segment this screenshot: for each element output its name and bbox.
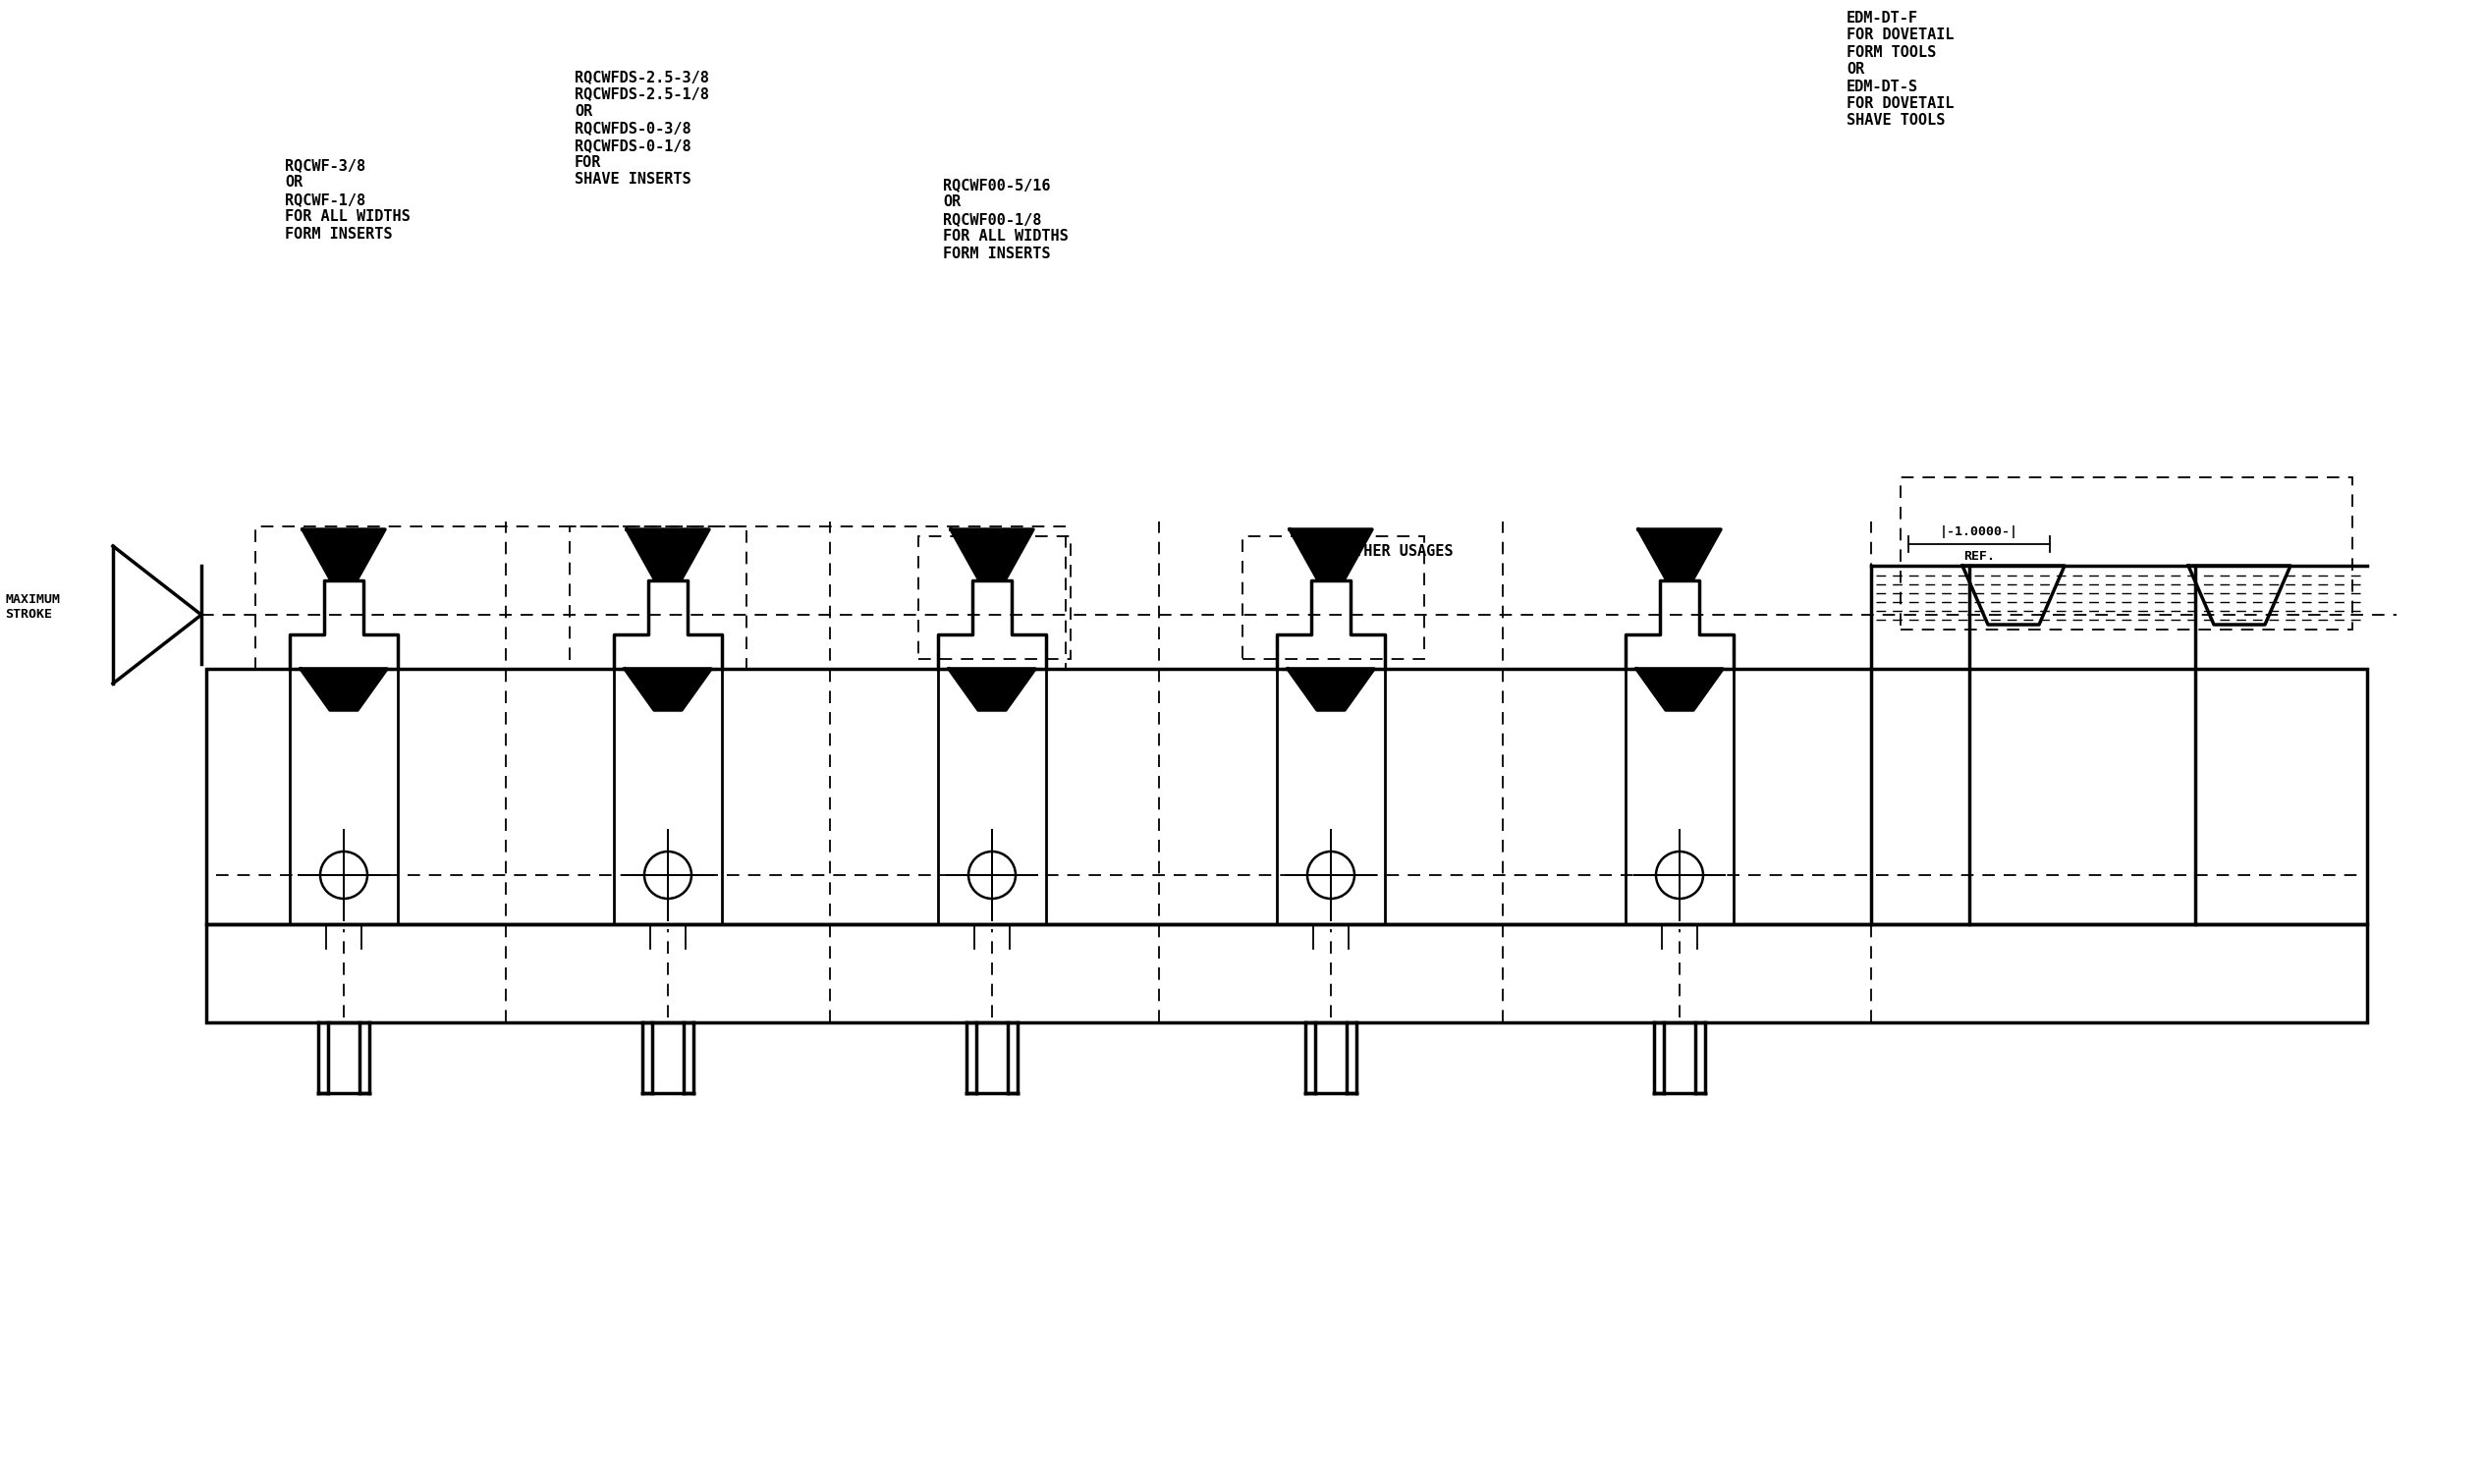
Polygon shape [1289,530,1373,580]
Polygon shape [626,530,710,580]
Polygon shape [2188,565,2289,625]
Polygon shape [1639,530,1721,580]
Polygon shape [300,669,387,709]
Bar [206,669,2366,925]
Text: REF.: REF. [1964,551,1994,562]
Bar [256,527,747,669]
Polygon shape [949,669,1035,709]
Polygon shape [1962,565,2063,625]
Bar [206,925,2366,1022]
Polygon shape [951,530,1033,580]
Text: OTHER USAGES: OTHER USAGES [1346,543,1453,558]
Text: RQCWFDS-2.5-3/8
RQCWFDS-2.5-1/8
OR
RQCWFDS-0-3/8
RQCWFDS-0-1/8
FOR
SHAVE INSERTS: RQCWFDS-2.5-3/8 RQCWFDS-2.5-1/8 OR RQCWF… [574,70,710,187]
Text: MAXIMUM
STROKE: MAXIMUM STROKE [5,594,60,620]
Polygon shape [303,530,385,580]
Polygon shape [1289,669,1373,709]
Polygon shape [1636,669,1723,709]
Bar [1899,478,2351,629]
Bar [1242,536,1425,659]
Polygon shape [626,669,710,709]
Text: RQCWF-3/8
OR
RQCWF-1/8
FOR ALL WIDTHS
FORM INSERTS: RQCWF-3/8 OR RQCWF-1/8 FOR ALL WIDTHS FO… [286,159,410,242]
Bar [919,536,1070,659]
Text: RQCWF00-5/16
OR
RQCWF00-1/8
FOR ALL WIDTHS
FORM INSERTS: RQCWF00-5/16 OR RQCWF00-1/8 FOR ALL WIDT… [944,178,1068,261]
Text: EDM-DT-F
FOR DOVETAIL
FORM TOOLS
OR
EDM-DT-S
FOR DOVETAIL
SHAVE TOOLS: EDM-DT-F FOR DOVETAIL FORM TOOLS OR EDM-… [1847,10,1954,128]
Bar [569,527,1065,669]
Text: |-1.0000-|: |-1.0000-| [1939,525,2019,539]
